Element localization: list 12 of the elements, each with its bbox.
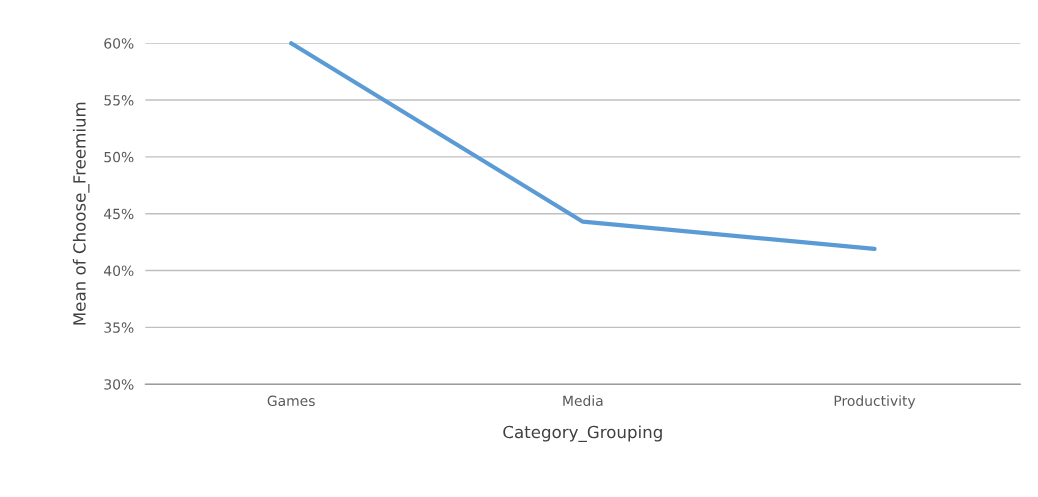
y-tick-label: 30% [104,379,134,390]
x-tick-label: Productivity [834,395,916,409]
y-tick-label: 55% [104,95,134,106]
y-tick-label: 50% [104,151,134,163]
y-tick-label: 35% [104,322,134,333]
x-tick-label: Games [267,395,315,407]
y-tick-label: 45% [104,208,134,220]
x-axis-title: Category_Grouping [503,425,662,442]
y-tick-label: 60% [104,38,134,49]
y-tick-label: 40% [104,265,134,277]
x-tick-label: Media [563,395,603,407]
y-axis-title: Mean of Choose_Freemium [72,102,90,325]
